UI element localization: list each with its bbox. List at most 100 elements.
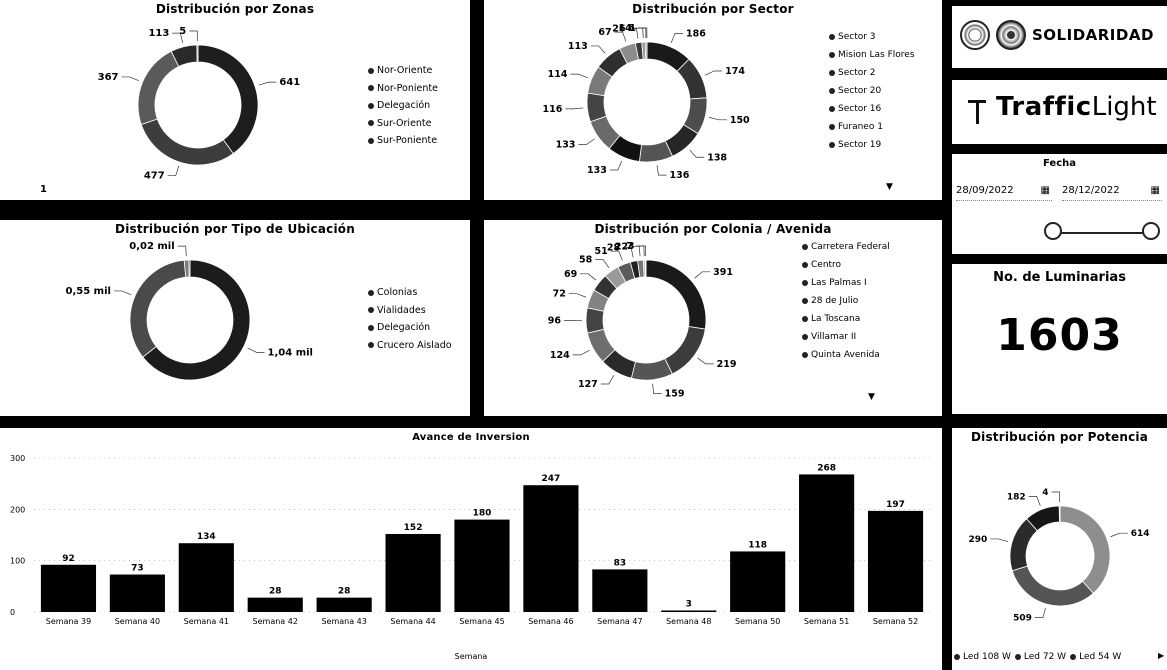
legend-dot-icon: [954, 653, 960, 660]
donut-slice[interactable]: [129, 259, 187, 358]
leader-line: [172, 32, 184, 43]
donut-slice[interactable]: [197, 44, 259, 155]
legend-dot-icon: [368, 307, 374, 313]
legend-dot-icon: [829, 105, 835, 112]
legend-item[interactable]: Sector 16: [829, 100, 915, 118]
bar[interactable]: [730, 551, 786, 612]
bar[interactable]: [799, 474, 855, 612]
donut-slice[interactable]: [586, 92, 607, 123]
date-slider-end-handle[interactable]: [1142, 222, 1160, 240]
legend-item[interactable]: Carretera Federal: [802, 238, 890, 256]
bar[interactable]: [316, 597, 372, 612]
date-slider-start-handle[interactable]: [1044, 222, 1062, 240]
legend-dot-icon: [802, 351, 808, 358]
donut-slice[interactable]: [585, 307, 605, 334]
leader-line: [637, 27, 647, 39]
start-date-input[interactable]: 28/09/2022 ▦: [956, 182, 1052, 201]
bar[interactable]: [867, 510, 924, 612]
legend-item[interactable]: Colonias: [368, 284, 452, 302]
legend-item[interactable]: Sector 2: [829, 64, 915, 82]
legend-item[interactable]: Sector 19: [829, 136, 915, 154]
bar[interactable]: [109, 574, 165, 612]
bar[interactable]: [661, 610, 717, 612]
x-tick-label: Semana 43: [321, 617, 366, 626]
panel-inversion: Avance de Inversion 0 100 200 300 92 Semana 3…: [0, 428, 942, 670]
donut-slice[interactable]: [644, 259, 647, 278]
legend-item[interactable]: Led 108 W: [954, 652, 1011, 662]
legend-dot-icon: [368, 289, 374, 296]
bar[interactable]: [40, 564, 97, 612]
legend-item[interactable]: Sector 3: [829, 28, 915, 46]
leader-line: [167, 165, 180, 176]
legend-item[interactable]: 28 de Julio: [802, 292, 890, 310]
donut-slice[interactable]: [664, 326, 706, 375]
legend-dot-icon: [368, 120, 374, 126]
legend-scroll-down-icon[interactable]: ▼: [886, 182, 893, 192]
municipality-name: SOLIDARIDAD: [1032, 26, 1154, 44]
legend-label: Mision Las Flores: [838, 50, 915, 60]
donut-slice[interactable]: [1011, 565, 1094, 607]
legend-item[interactable]: Furaneo 1: [829, 118, 915, 136]
legend-label: La Toscana: [811, 314, 861, 324]
donut-slice[interactable]: [137, 50, 180, 125]
slice-value-label: 136: [670, 170, 690, 181]
legend-dot-icon: [368, 67, 374, 74]
legend-item[interactable]: Quinta Avenida: [802, 346, 890, 364]
kpi-panel: No. de Luminarias 1603: [952, 264, 1167, 414]
legend-next-icon[interactable]: ▶: [1158, 651, 1165, 660]
legend-item[interactable]: Led 72 W: [1014, 652, 1067, 662]
bar[interactable]: [247, 597, 303, 612]
leader-line: [697, 357, 714, 365]
donut-slice[interactable]: [1058, 505, 1061, 523]
y-tick-label: 0: [10, 608, 15, 617]
donut-slice[interactable]: [630, 358, 673, 381]
legend-label: Led 72 W: [1023, 652, 1067, 662]
legend-item[interactable]: Nor-Poniente: [368, 80, 438, 98]
legend-item[interactable]: Led 54 W: [1070, 652, 1121, 662]
legend-dot-icon: [1014, 653, 1021, 660]
leader-line: [990, 538, 1009, 542]
calendar-icon[interactable]: ▦: [1150, 185, 1160, 196]
donut-slice[interactable]: [140, 118, 234, 166]
bar[interactable]: [385, 533, 441, 612]
legend-item[interactable]: Sur-Oriente: [368, 115, 438, 133]
legend-item[interactable]: Centro: [802, 256, 890, 274]
donut-slice[interactable]: [196, 44, 199, 63]
legend-item[interactable]: Sector 20: [829, 82, 915, 100]
end-date-input[interactable]: 28/12/2022 ▦: [1062, 182, 1162, 201]
legend-dot-icon: [829, 123, 835, 130]
donut-slice[interactable]: [1059, 505, 1111, 594]
slice-value-label: 113: [568, 41, 588, 52]
date-slider-track[interactable]: [1056, 232, 1148, 234]
panel-tipo: Distribución por Tipo de Ubicación 1,04 …: [0, 220, 470, 416]
slice-value-label: 72: [553, 289, 566, 300]
legend-scroll-down-icon[interactable]: ▼: [868, 392, 875, 402]
legend-item[interactable]: Mision Las Flores: [829, 46, 915, 64]
donut-zonas: 641 477 367 113 5: [98, 26, 301, 182]
legend-item[interactable]: Villamar II: [802, 328, 890, 346]
bar[interactable]: [523, 485, 579, 612]
legend-item[interactable]: Vialidades: [368, 302, 452, 320]
leader-line: [1034, 607, 1046, 619]
legend-item[interactable]: Nor-Oriente: [368, 62, 438, 80]
legend-item[interactable]: La Toscana: [802, 310, 890, 328]
calendar-icon[interactable]: ▦: [1040, 185, 1050, 196]
bar[interactable]: [592, 569, 648, 612]
donut-slice[interactable]: [142, 259, 251, 381]
slice-value-label: 150: [730, 115, 750, 126]
legend-item[interactable]: Crucero Aislado: [368, 337, 452, 355]
bar[interactable]: [178, 543, 234, 612]
legend-item[interactable]: Sur-Poniente: [368, 132, 438, 150]
donut-slice[interactable]: [188, 259, 191, 278]
leader-line: [670, 33, 683, 43]
legend-item[interactable]: Delegación: [368, 97, 438, 115]
kpi-value: 1603: [996, 310, 1123, 361]
bar[interactable]: [454, 519, 510, 612]
slice-value-label: 138: [707, 152, 727, 163]
donut-slice[interactable]: [645, 259, 707, 330]
legend-item[interactable]: Las Palmas I: [802, 274, 890, 292]
legend-item[interactable]: Delegación: [368, 319, 452, 337]
leader-line: [689, 149, 705, 158]
bar-value-label: 197: [886, 500, 905, 510]
